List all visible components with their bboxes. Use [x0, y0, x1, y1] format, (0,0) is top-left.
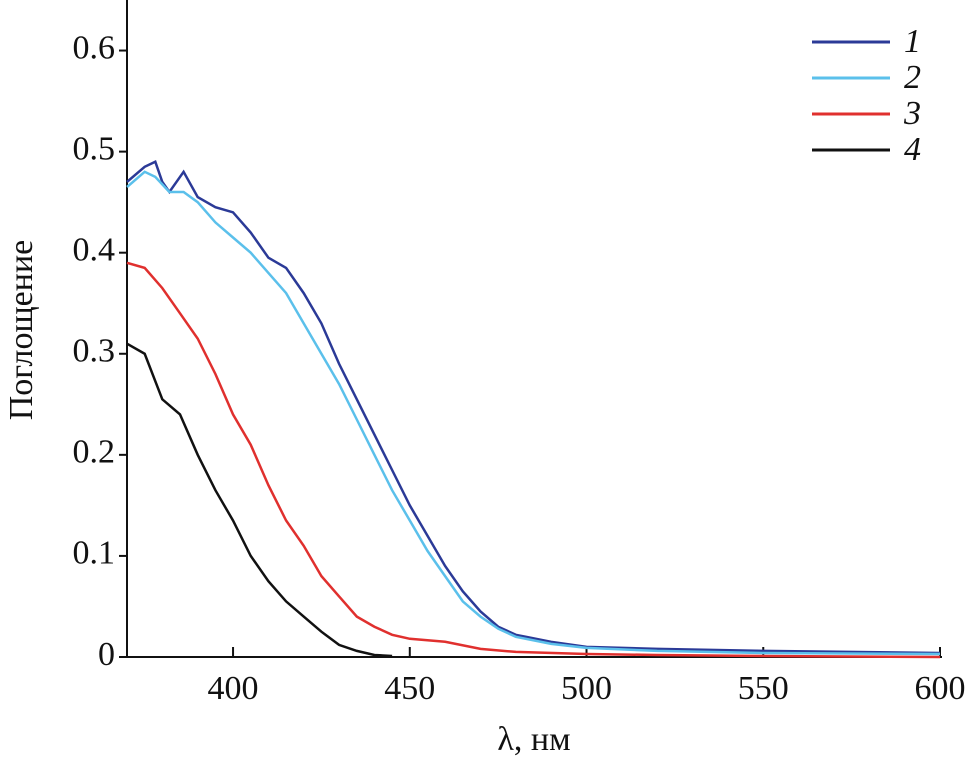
legend-label: 3: [903, 95, 921, 132]
series-line: [126, 261, 941, 659]
series-line: [126, 170, 941, 656]
y-tick-label: 0.4: [73, 231, 116, 268]
x-tick-label: 600: [915, 670, 966, 707]
series-line: [126, 342, 393, 658]
y-tick-label: 0.2: [73, 434, 116, 471]
legend-label: 1: [904, 23, 921, 60]
y-tick-label: 0.3: [73, 333, 116, 370]
x-tick-label: 400: [208, 670, 259, 707]
y-tick-label: 0.1: [73, 535, 116, 572]
legend-label: 4: [904, 131, 921, 168]
y-tick-label: 0.5: [73, 130, 116, 167]
x-tick-label: 550: [738, 670, 789, 707]
x-tick-label: 500: [561, 670, 612, 707]
x-axis-label: λ, нм: [497, 721, 570, 758]
y-axis-label: Поглощение: [3, 240, 40, 421]
series-line: [126, 159, 941, 655]
y-tick-label: 0: [98, 636, 115, 673]
y-tick-label: 0.6: [73, 29, 116, 66]
x-tick-label: 450: [384, 670, 435, 707]
legend-label: 2: [904, 59, 921, 96]
